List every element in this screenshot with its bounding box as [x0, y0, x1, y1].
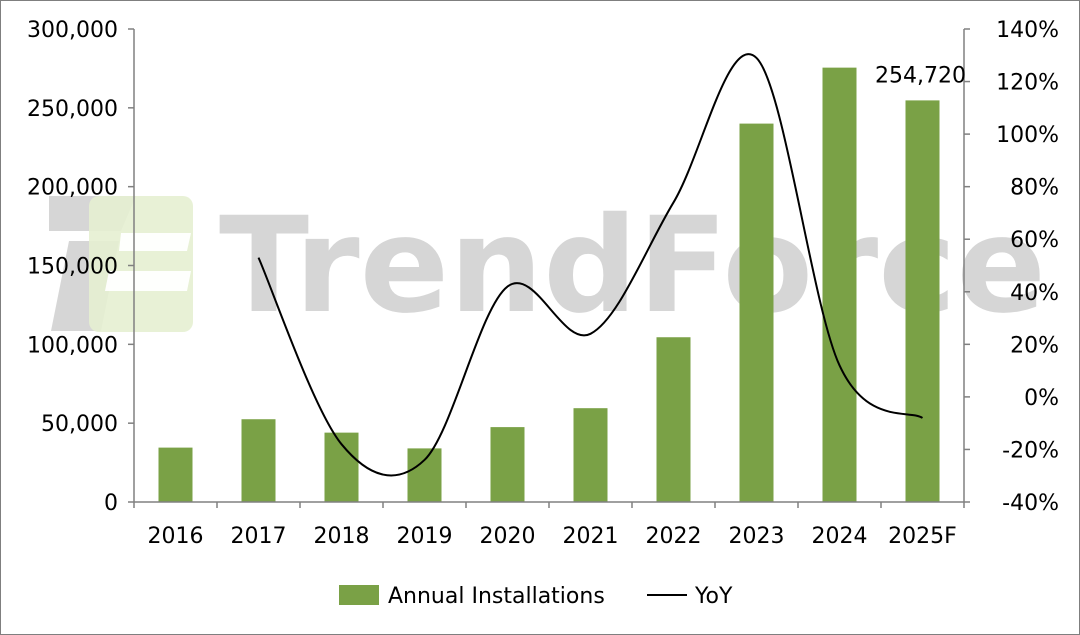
right-tick-label: 140% [996, 18, 1059, 43]
bar-2022 [656, 337, 691, 502]
x-tick-label: 2020 [480, 524, 536, 549]
bar-2016 [158, 447, 193, 502]
yoy-line [257, 53, 924, 477]
left-tick-label: 0 [104, 491, 118, 516]
bar-2019 [407, 448, 442, 502]
bar-2025f [905, 100, 940, 502]
legend-label-annual-installations: Annual Installations [388, 584, 605, 609]
bar-2023 [739, 123, 774, 502]
x-tick-label: 2016 [148, 524, 204, 549]
x-tick-label: 2023 [729, 524, 785, 549]
legend-label-yoy: YoY [694, 584, 733, 609]
x-tick-label: 2024 [812, 524, 868, 549]
x-tick-label: 2019 [397, 524, 453, 549]
bar-2020 [490, 427, 525, 502]
x-tick-label: 2025F [888, 524, 957, 549]
x-tick-label: 2022 [646, 524, 702, 549]
x-tick-label: 2021 [563, 524, 619, 549]
watermark-logo-icon [49, 196, 193, 332]
x-tick-label: 2017 [231, 524, 287, 549]
data-label-2025f: 254,720 [875, 63, 966, 88]
right-tick-label: -20% [1002, 438, 1059, 463]
left-tick-label: 200,000 [27, 176, 118, 201]
left-tick-label: 150,000 [27, 255, 118, 280]
right-tick-label: 120% [996, 71, 1059, 96]
legend: Annual Installations YoY [339, 584, 733, 609]
right-tick-label: 60% [1010, 228, 1059, 253]
watermark: TrendForce [49, 189, 1046, 343]
right-tick-label: 100% [996, 123, 1059, 148]
bar-2017 [241, 419, 276, 502]
data-labels-layer: 254,720 [875, 63, 966, 88]
legend-swatch-annual-installations [339, 585, 379, 605]
right-tick-label: 20% [1010, 333, 1059, 358]
left-tick-label: 50,000 [41, 412, 118, 437]
yoy-line-layer [257, 53, 924, 477]
right-tick-label: 80% [1010, 176, 1059, 201]
axes-layer: 0 50,000 100,000 150,000 200,000 250,000 300,0… [27, 18, 1059, 549]
bar-2024 [822, 67, 857, 503]
bar-2021 [573, 408, 608, 502]
bars-layer [158, 67, 940, 503]
right-tick-label: -40% [1002, 491, 1059, 516]
left-tick-label: 300,000 [27, 18, 118, 43]
left-tick-label: 100,000 [27, 333, 118, 358]
x-tick-label: 2018 [314, 524, 370, 549]
right-tick-label: 0% [1024, 386, 1059, 411]
right-tick-label: 40% [1010, 281, 1059, 306]
left-tick-label: 250,000 [27, 97, 118, 122]
